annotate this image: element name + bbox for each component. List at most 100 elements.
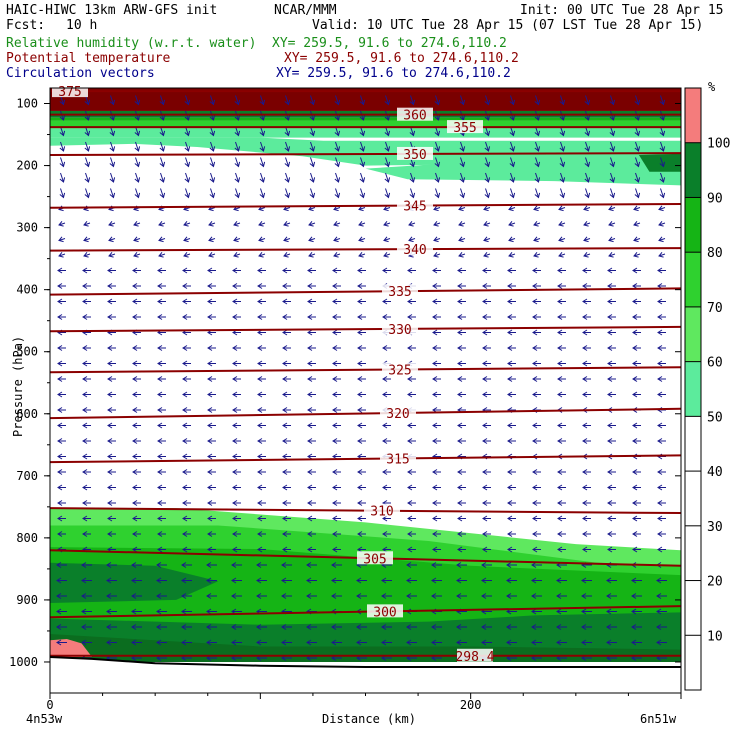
theta-label-bg [382,362,418,376]
wind-vector [582,500,591,506]
colorbar-tick-label: 80 [707,246,723,261]
wind-vector [432,469,441,475]
wind-vector [607,515,616,522]
wind-vector [457,360,466,367]
wind-vector [57,298,66,305]
wind-vector [159,157,166,168]
wind-vector [157,546,166,553]
wind-vector [207,360,216,367]
wind-vector [109,172,116,183]
wind-vector [182,546,191,553]
wind-vector [357,515,366,522]
colorbar-tick-label: 50 [707,410,723,425]
wind-vector [506,562,517,568]
wind-vector [331,577,342,584]
wind-vector [534,95,541,106]
wind-vector [207,469,216,475]
wind-vector [634,188,641,199]
wind-vector [657,531,666,537]
wind-vector [382,469,391,475]
wind-vector [107,484,116,491]
wind-vector [657,515,666,522]
wind-vector [209,95,216,106]
wind-vector [484,141,491,152]
wind-vector [132,546,141,553]
wind-vector [582,422,591,429]
wind-vector [57,438,66,444]
wind-vector [432,314,441,320]
wind-vector [232,469,241,475]
wind-vector [431,639,442,646]
wind-vector [332,546,341,553]
terrain-line [49,656,681,668]
wind-vector [182,267,191,274]
wind-vector [232,283,241,289]
wind-vector [132,484,141,491]
wind-vector [583,221,591,227]
wind-vector [132,515,141,522]
wind-vector [582,283,591,289]
wind-vector [82,298,91,305]
wind-vector [133,236,141,243]
wind-vector [356,639,367,646]
wind-vector [232,314,241,320]
wind-vector [558,205,566,212]
wind-vector [407,484,416,491]
wind-vector [506,593,517,599]
wind-vector [632,360,641,367]
wind-vector [484,157,491,168]
wind-vector [182,453,191,460]
wind-vector [432,360,441,367]
wind-vector [257,500,266,506]
wind-vector [406,639,417,646]
wind-vector [432,391,441,398]
theta-contour-label: 360 [403,109,426,124]
wind-vector [182,531,191,537]
wind-vector [282,360,291,367]
wind-vector [407,422,416,429]
wind-vector [332,376,341,382]
wind-vector [482,391,491,398]
wind-vector [506,624,517,630]
wind-vector [331,639,342,646]
wind-vector [206,562,217,568]
colorbar-border [684,87,702,691]
wind-vector [584,188,591,199]
wind-vector [182,515,191,522]
y-tick-label: 400 [16,283,38,297]
wind-vector [357,298,366,305]
wind-vector [659,141,666,152]
init-time: Init: 00 UTC Tue 28 Apr 15 [520,3,724,18]
wind-vector [181,593,192,599]
wind-vector [481,639,492,646]
theta-contour-350 [49,152,682,157]
wind-vector [207,484,216,491]
wind-vector [257,314,266,320]
wind-vector [232,267,241,274]
rh-fill [50,137,681,166]
wind-vector [457,546,466,553]
wind-vector [659,95,666,106]
wind-vector [607,422,616,429]
theta-label-bg [457,648,493,662]
wind-vector [234,141,241,152]
wind-vector [59,172,66,183]
wind-vector [332,438,341,444]
wind-vector [257,298,266,305]
wind-vector [182,360,191,367]
wind-vector [657,469,666,475]
wind-vector [182,345,191,351]
wind-vector [132,314,141,320]
wind-vector [633,205,641,212]
wind-vector [534,172,541,183]
wind-vector [309,157,316,168]
wind-vector [209,188,216,199]
wind-vector [381,624,392,630]
wind-vector [232,453,241,460]
wind-vector [132,298,141,305]
wind-vector [132,267,141,274]
wind-vector [82,283,91,289]
wind-vector [357,345,366,351]
wind-vector [207,391,216,398]
wind-vector [132,407,141,413]
